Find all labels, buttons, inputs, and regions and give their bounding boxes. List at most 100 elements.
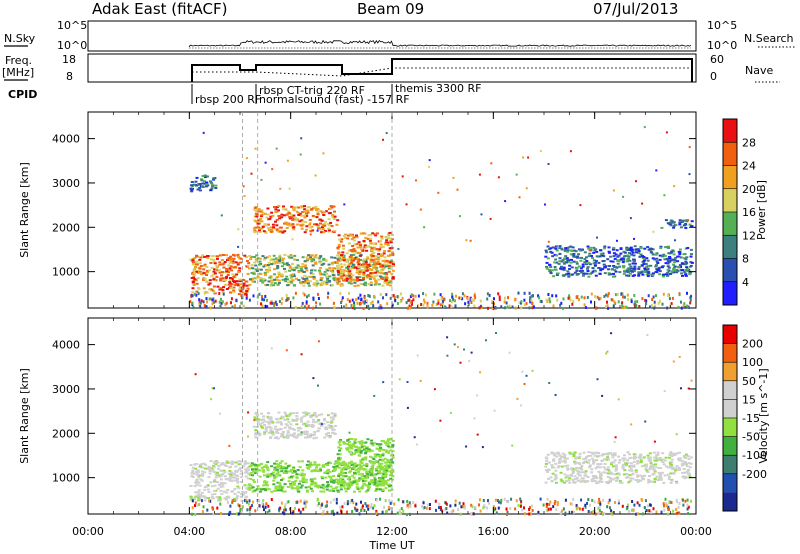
echo-cell: [382, 252, 386, 255]
echo-cell: [637, 274, 641, 277]
echo-cell: [656, 451, 660, 454]
echo-cell: [305, 466, 309, 469]
echo-cell: [245, 470, 249, 473]
noise-cell: [633, 294, 636, 297]
echo-cell: [667, 466, 671, 469]
echo-cell: [577, 253, 581, 256]
echo-cell: [322, 214, 326, 216]
echo-cell: [218, 254, 222, 257]
echo-cell: [301, 282, 305, 284]
noise-cell: [312, 296, 315, 300]
echo-cell: [590, 271, 594, 274]
noise-cell: [462, 505, 464, 509]
echo-cell: [365, 463, 369, 466]
echo-cell: [194, 481, 198, 484]
echo-cell: [370, 247, 374, 250]
echo-cell: [336, 254, 340, 257]
noise-cell: [198, 503, 201, 506]
noise-cell: [437, 301, 440, 305]
echo-cell: [369, 481, 373, 484]
echo-cell: [281, 278, 285, 281]
noise-cell: [213, 300, 216, 304]
echo-cell: [388, 231, 392, 234]
echo-cell: [334, 487, 338, 490]
echo-cell: [217, 496, 221, 499]
echo-cell: [349, 278, 353, 281]
echo-cell: [682, 454, 686, 457]
echo-cell: [599, 472, 603, 475]
scatter-cell: [481, 446, 484, 449]
echo-cell: [364, 263, 368, 265]
echo-cell: [545, 251, 549, 254]
echo-cell: [262, 418, 265, 421]
noise-cell: [572, 498, 575, 501]
echo-cell: [316, 225, 320, 228]
noise-cell: [279, 506, 282, 510]
noise-cell: [205, 297, 208, 301]
scatter-cell: [525, 374, 528, 377]
echo-cell: [292, 466, 296, 469]
echo-cell: [385, 263, 389, 266]
echo-cell: [224, 465, 228, 467]
scatter-cell: [548, 382, 551, 384]
echo-cell: [210, 266, 214, 269]
scatter-cell: [423, 226, 426, 229]
echo-cell: [613, 269, 617, 271]
echo-cell: [587, 247, 591, 250]
noise-cell: [599, 296, 602, 300]
echo-cell: [226, 269, 230, 272]
echo-cell: [263, 480, 267, 483]
cpid-label-rbsp: rbsp 200 RF: [195, 93, 261, 106]
echo-cell: [236, 283, 240, 285]
echo-cell: [684, 453, 688, 456]
echo-cell: [369, 253, 373, 256]
scatter-cell: [490, 162, 493, 165]
echo-cell: [277, 273, 281, 276]
echo-cell: [340, 255, 344, 258]
echo-cell: [278, 258, 282, 261]
echo-cell: [325, 434, 329, 437]
echo-cell: [262, 230, 266, 233]
noise-cell: [410, 306, 412, 309]
echo-cell: [361, 265, 365, 268]
scatter-cell: [687, 219, 690, 222]
echo-cell: [267, 488, 271, 491]
noise-cell: [335, 501, 338, 505]
echo-cell: [366, 489, 370, 492]
echo-cell: [205, 181, 208, 184]
echo-cell: [285, 227, 289, 229]
echo-cell: [326, 421, 330, 424]
echo-cell: [227, 257, 231, 260]
echo-cell: [339, 270, 343, 273]
echo-cell: [653, 459, 657, 462]
echo-cell: [636, 462, 640, 465]
echo-cell: [268, 474, 272, 477]
echo-cell: [253, 256, 256, 258]
echo-cell: [255, 277, 259, 280]
noise-cell: [363, 294, 366, 298]
echo-cell: [349, 234, 353, 237]
echo-cell: [229, 259, 233, 262]
echo-cell: [329, 416, 333, 419]
echo-cell: [352, 480, 356, 483]
noise-cell: [620, 292, 623, 296]
noise-cell: [569, 502, 572, 506]
echo-cell: [267, 425, 271, 428]
noise-cell: [341, 505, 344, 509]
echo-cell: [259, 280, 263, 282]
echo-cell: [312, 418, 316, 421]
noise-cell: [486, 506, 489, 510]
noise-cell: [580, 295, 583, 299]
noise-cell: [610, 509, 613, 513]
echo-cell: [300, 269, 304, 272]
noise-cell: [359, 293, 362, 297]
echo-cell: [664, 456, 668, 459]
echo-cell: [289, 254, 293, 256]
noise-cell: [669, 304, 672, 308]
echo-cell: [328, 470, 332, 473]
echo-cell: [633, 245, 637, 248]
echo-cell: [293, 432, 296, 435]
echo-cell: [325, 469, 329, 472]
echo-cell: [260, 488, 264, 491]
echo-cell: [385, 443, 389, 446]
